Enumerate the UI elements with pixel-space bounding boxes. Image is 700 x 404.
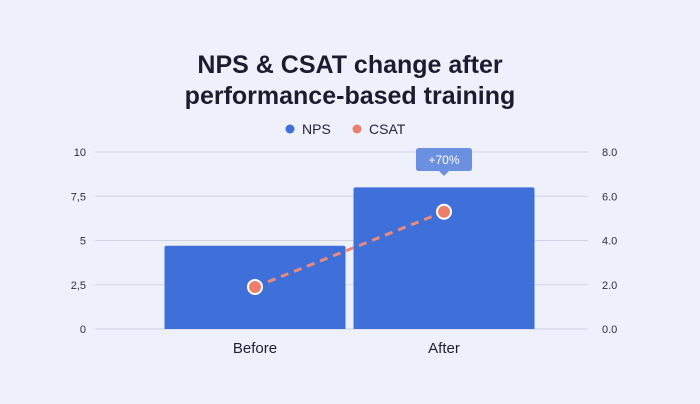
left-axis-ticks: 0 2,5 5 7,5 10 xyxy=(71,147,86,336)
csat-series xyxy=(247,203,452,295)
csat-point-before xyxy=(247,278,263,295)
left-tick-label: 7,5 xyxy=(71,191,86,203)
csat-point-after xyxy=(436,203,452,220)
csat-line xyxy=(254,210,445,289)
legend: NPS CSAT xyxy=(285,121,406,137)
right-tick-label: 4.0 xyxy=(602,236,617,248)
category-label: After xyxy=(428,340,460,357)
right-tick-label: 6.0 xyxy=(602,191,617,203)
category-labels: Before After xyxy=(233,340,460,357)
chart-title-line-2: performance-based training xyxy=(185,82,516,110)
annotation-label: +70% xyxy=(428,153,459,167)
right-tick-label: 8.0 xyxy=(602,147,617,159)
legend-marker-nps xyxy=(285,124,295,134)
category-label: Before xyxy=(233,340,277,357)
right-tick-label: 0.0 xyxy=(602,324,617,336)
annotation: +70% xyxy=(416,148,472,176)
left-tick-label: 0 xyxy=(80,324,86,336)
legend-label-csat: CSAT xyxy=(369,121,406,137)
right-tick-label: 2.0 xyxy=(602,280,617,292)
legend-marker-csat xyxy=(352,124,362,134)
left-tick-label: 5 xyxy=(80,236,86,248)
chart-title-line-1: NPS & CSAT change after xyxy=(197,51,502,79)
nps-bars xyxy=(164,187,535,329)
left-tick-label: 10 xyxy=(74,147,86,159)
legend-label-nps: NPS xyxy=(302,121,331,137)
nps-bar-after xyxy=(353,187,535,329)
right-axis-ticks: 0.0 2.0 4.0 6.0 8.0 xyxy=(602,147,617,336)
annotation-bubble xyxy=(416,148,472,176)
left-tick-label: 2,5 xyxy=(71,280,86,292)
